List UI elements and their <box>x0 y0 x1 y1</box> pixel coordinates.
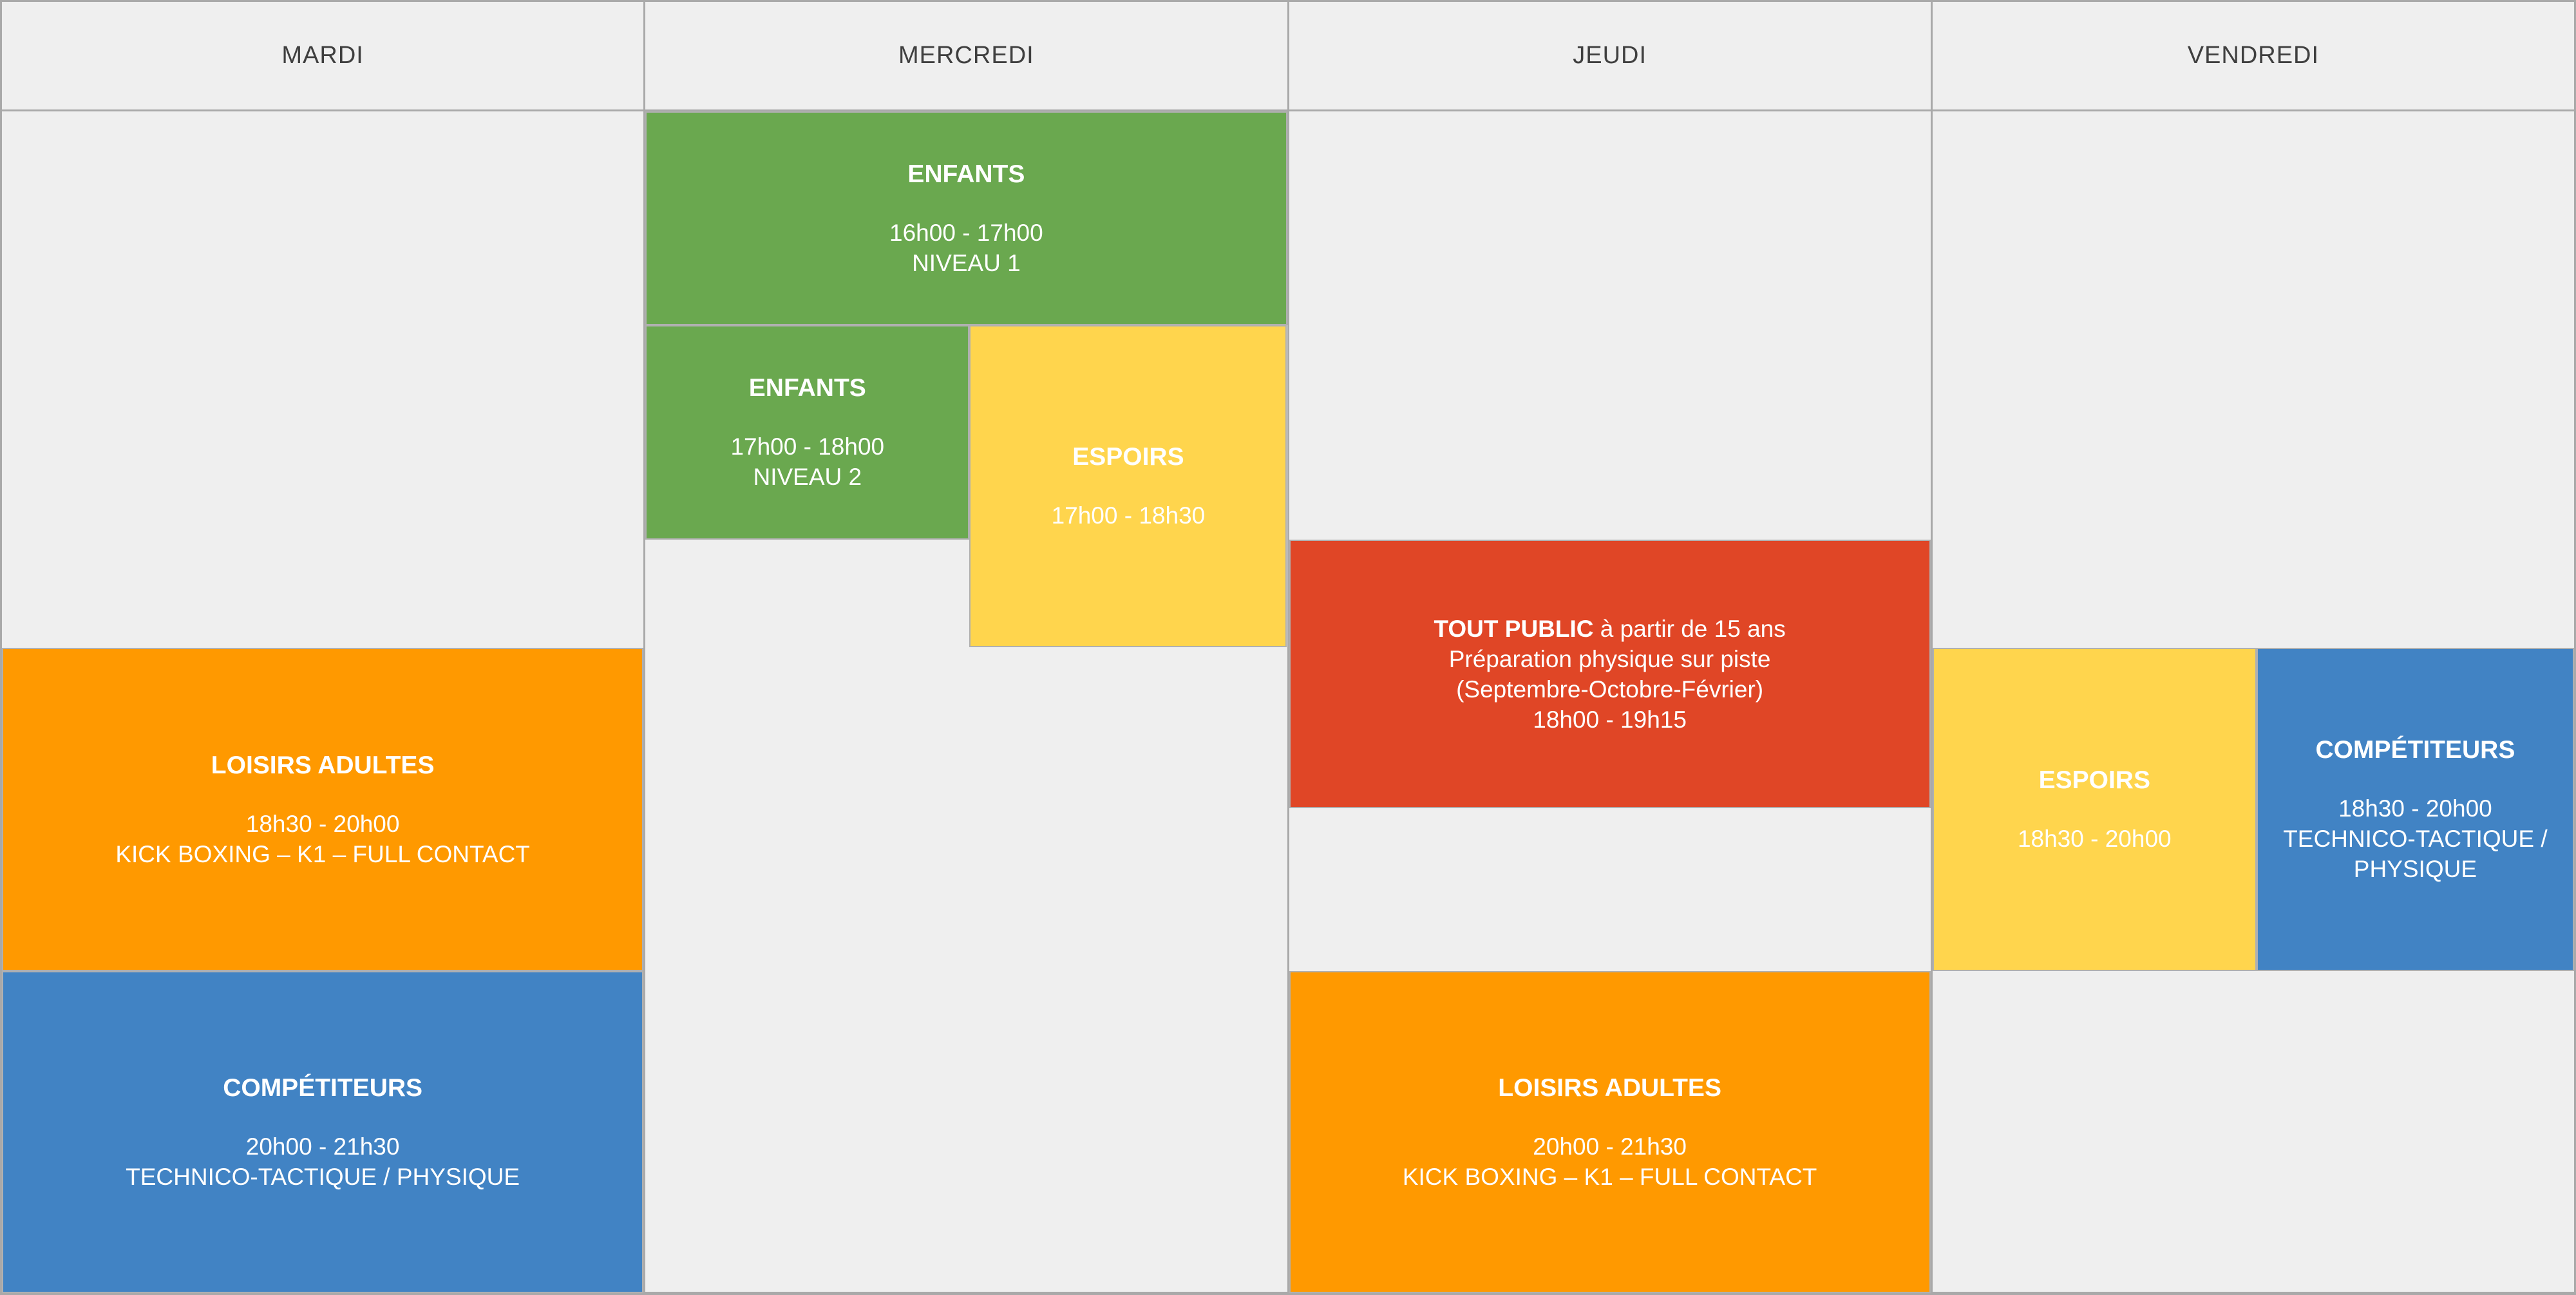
column-mercredi: MERCREDI ENFANTS 16h00 - 17h00 NIVEAU 1 … <box>645 2 1289 1292</box>
day-header-jeudi: JEUDI <box>1289 2 1931 111</box>
day-header-mercredi: MERCREDI <box>645 2 1287 111</box>
event-jeudi-tout-public: TOUT PUBLIC à partir de 15 ans Préparati… <box>1289 540 1931 808</box>
event-mardi-competiteurs: COMPÉTITEURS 20h00 - 21h30 TECHNICO-TACT… <box>2 971 644 1293</box>
event-vendredi-espoirs: ESPOIRS 18h30 - 20h00 <box>1932 648 2257 971</box>
event-detail: TECHNICO-TACTIQUE / PHYSIQUE <box>126 1163 520 1190</box>
day-header-vendredi: VENDREDI <box>1932 2 2574 111</box>
event-title: COMPÉTITEURS <box>223 1073 423 1102</box>
event-detail: TECHNICO-TACTIQUE / PHYSIQUE <box>2283 826 2548 882</box>
event-title: ENFANTS <box>748 374 866 402</box>
column-jeudi: JEUDI TOUT PUBLIC à partir de 15 ans Pré… <box>1289 2 1933 1293</box>
event-time: 17h00 - 18h30 <box>1051 502 1206 529</box>
event-title: ESPOIRS <box>1072 443 1184 471</box>
event-jeudi-loisirs-adultes: LOISIRS ADULTES 20h00 - 21h30 KICK BOXIN… <box>1289 971 1931 1293</box>
event-title: LOISIRS ADULTES <box>1498 1073 1721 1102</box>
event-time: 18h30 - 20h00 <box>2338 795 2492 822</box>
event-title: ESPOIRS <box>2038 766 2150 794</box>
event-title-suffix: à partir de 15 ans <box>1593 615 1786 642</box>
event-time: 16h00 - 17h00 <box>889 219 1043 246</box>
event-mercredi-enfants-niveau2: ENFANTS 17h00 - 18h00 NIVEAU 2 <box>645 325 970 540</box>
event-title: COMPÉTITEURS <box>2315 736 2515 764</box>
day-body-mardi: LOISIRS ADULTES 18h30 - 20h00 KICK BOXIN… <box>2 111 644 1293</box>
event-time: 18h00 - 19h15 <box>1533 706 1687 733</box>
event-detail: Préparation physique sur piste <box>1448 645 1771 672</box>
event-time: 18h30 - 20h00 <box>2017 826 2172 852</box>
event-time: 20h00 - 21h30 <box>1533 1133 1687 1160</box>
event-detail: (Septembre-Octobre-Février) <box>1456 676 1764 703</box>
day-body-jeudi: TOUT PUBLIC à partir de 15 ans Préparati… <box>1289 111 1931 1293</box>
event-time: 18h30 - 20h00 <box>245 810 400 837</box>
day-body-mercredi: ENFANTS 16h00 - 17h00 NIVEAU 1 ENFANTS 1… <box>645 111 1287 1292</box>
event-mercredi-espoirs: ESPOIRS 17h00 - 18h30 <box>969 325 1287 647</box>
event-time: 20h00 - 21h30 <box>245 1133 400 1160</box>
event-detail: KICK BOXING – K1 – FULL CONTACT <box>115 840 530 867</box>
day-header-mardi: MARDI <box>2 2 644 111</box>
day-body-vendredi: ESPOIRS 18h30 - 20h00 COMPÉTITEURS 18h30… <box>1932 111 2574 1292</box>
event-detail: NIVEAU 2 <box>753 464 862 490</box>
event-mercredi-enfants-niveau1: ENFANTS 16h00 - 17h00 NIVEAU 1 <box>645 111 1287 325</box>
column-mardi: MARDI LOISIRS ADULTES 18h30 - 20h00 KICK… <box>2 2 646 1293</box>
event-detail: NIVEAU 1 <box>912 249 1021 276</box>
event-title: ENFANTS <box>907 160 1025 188</box>
event-title: LOISIRS ADULTES <box>211 751 435 779</box>
event-time: 17h00 - 18h00 <box>730 433 885 460</box>
event-title: TOUT PUBLIC <box>1434 615 1594 642</box>
column-vendredi: VENDREDI ESPOIRS 18h30 - 20h00 COMPÉTITE… <box>1932 2 2574 1292</box>
event-mardi-loisirs-adultes: LOISIRS ADULTES 18h30 - 20h00 KICK BOXIN… <box>2 648 644 971</box>
event-title-line: TOUT PUBLIC à partir de 15 ans <box>1434 614 1785 644</box>
event-vendredi-competiteurs: COMPÉTITEURS 18h30 - 20h00 TECHNICO-TACT… <box>2256 648 2574 971</box>
event-detail: KICK BOXING – K1 – FULL CONTACT <box>1402 1163 1817 1190</box>
